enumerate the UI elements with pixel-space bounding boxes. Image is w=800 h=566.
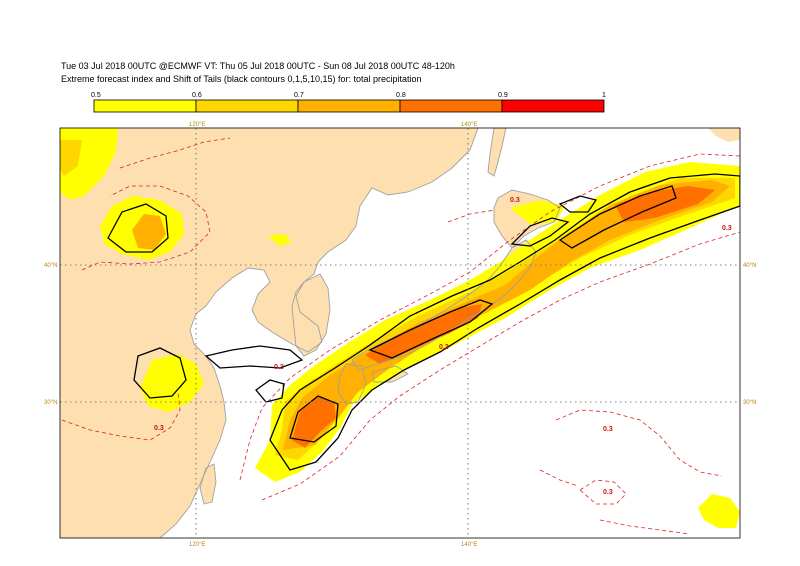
colorbar-tick-label: 0.6 [192,92,202,99]
lon-label-140e-top: 140°E [461,122,477,128]
contour-label: 0.3 [274,364,284,371]
efi-core-3 [292,396,336,448]
efi-patch-bohai [268,234,292,246]
efi-patch-mongolia-orange [132,214,166,250]
efi-core-2 [365,304,482,364]
efi-shading [60,128,740,528]
colorbar-tick-label: 0.8 [396,92,406,99]
efi-band-yellow [255,162,740,482]
efi-patch-nw-gold [60,140,82,176]
sot-contour-inner-3 [558,185,677,249]
sot-contour-band [269,173,740,471]
land-taiwan [200,464,216,504]
coastlines [159,128,561,538]
sot-contour-korea [204,345,304,369]
sot-contour-east-sea [558,195,598,213]
contour-label: 0.3 [510,197,520,204]
contour-label: 0.3 [439,344,449,351]
header-title: Tue 03 Jul 2018 00UTC @ECMWF VT: Thu 05 … [61,61,455,71]
colorbar-tick-label: 0.7 [294,92,304,99]
colorbar-tick-label: 1 [602,92,606,99]
sot-contour-hokkaido [510,217,570,247]
lat-label-30n-right: 30°N [743,400,756,406]
contour-label: 0.3 [154,425,164,432]
contour-label: 0.3 [603,426,613,433]
lat-label-40n-left: 40°N [44,263,57,269]
efi-contours-0-3 [61,137,740,535]
sot-contour-inner [289,395,339,443]
lon-label-140e-bottom: 140°E [461,542,477,548]
sot-contour-mongolia [107,203,169,253]
sot-contour-yellow-sea [255,379,285,403]
land-kamchatka [708,128,740,142]
lat-label-40n-right: 40°N [743,263,756,269]
contour-label: 0.3 [603,489,613,496]
sot-contours [107,173,740,471]
graticule [60,128,740,538]
lon-label-120e-top: 120°E [189,122,205,128]
lat-label-30n-left: 30°N [44,400,57,406]
lon-label-120e-bottom: 120°E [189,542,205,548]
colorbar-tick-label: 0.9 [498,92,508,99]
contour-label: 0.3 [722,225,732,232]
header-subtitle: Extreme forecast index and Shift of Tail… [61,74,422,84]
colorbar-segment-5 [501,99,605,113]
sot-contour-inner-2 [368,299,494,359]
map-frame [59,127,741,539]
efi-patch-se [698,494,740,528]
sot-contour-china [133,347,187,399]
colorbar-tick-label: 0.5 [91,92,101,99]
